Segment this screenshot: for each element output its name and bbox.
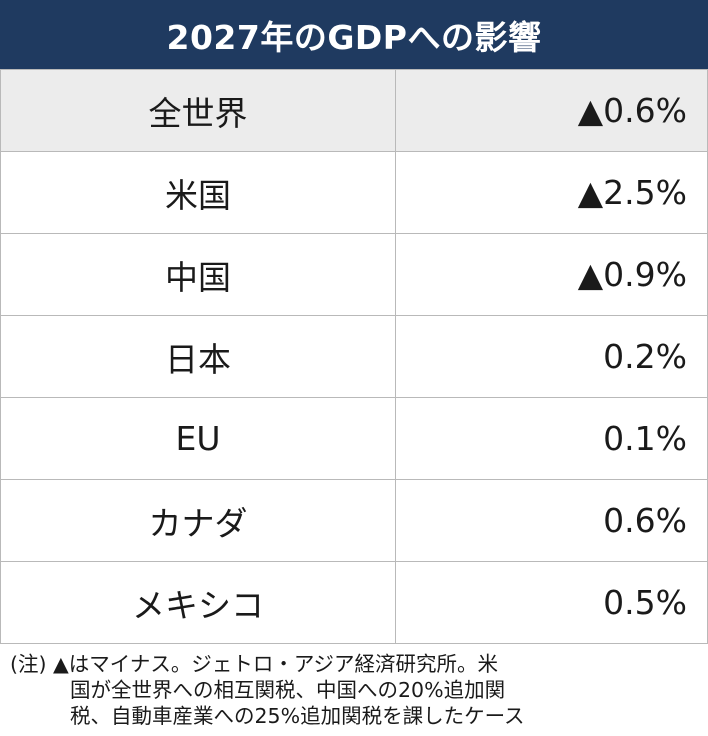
gdp-impact-value: 0.6% bbox=[603, 501, 687, 540]
table-row: 中国 ▲0.9% bbox=[0, 234, 708, 316]
table-title: 2027年のGDPへの影響 bbox=[0, 0, 708, 69]
gdp-impact-value: ▲0.9% bbox=[577, 255, 687, 294]
gdp-impact-table: 全世界 ▲0.6% 米国 ▲2.5% 中国 ▲0.9% 日本 0.2% EU 0… bbox=[0, 69, 708, 644]
region-name: 日本 bbox=[1, 316, 396, 397]
footnote-line-3: 税、自動車産業への25%追加関税を課したケース bbox=[70, 704, 525, 728]
table-row: メキシコ 0.5% bbox=[0, 562, 708, 644]
footnote-line-1: (注) ▲はマイナス。ジェトロ・アジア経済研究所。米 bbox=[10, 652, 499, 676]
table-row: 日本 0.2% bbox=[0, 316, 708, 398]
footnote-line-2: 国が全世界への相互関税、中国への20%追加関 bbox=[70, 678, 506, 702]
region-name: カナダ bbox=[1, 480, 396, 561]
gdp-impact-value: 0.1% bbox=[603, 419, 687, 458]
table-row: 米国 ▲2.5% bbox=[0, 152, 708, 234]
table-row: EU 0.1% bbox=[0, 398, 708, 480]
region-name: EU bbox=[1, 398, 396, 479]
table-row: カナダ 0.6% bbox=[0, 480, 708, 562]
region-name: メキシコ bbox=[1, 562, 396, 643]
gdp-impact-value: ▲0.6% bbox=[577, 91, 687, 130]
gdp-impact-value: 0.5% bbox=[603, 583, 687, 622]
footnote: (注) ▲はマイナス。ジェトロ・アジア経済研究所。米 国が全世界への相互関税、中… bbox=[10, 651, 700, 729]
table-row: 全世界 ▲0.6% bbox=[0, 69, 708, 152]
region-name: 中国 bbox=[1, 234, 396, 315]
gdp-impact-value: ▲2.5% bbox=[577, 173, 687, 212]
region-name: 全世界 bbox=[1, 70, 396, 151]
region-name: 米国 bbox=[1, 152, 396, 233]
gdp-impact-value: 0.2% bbox=[603, 337, 687, 376]
